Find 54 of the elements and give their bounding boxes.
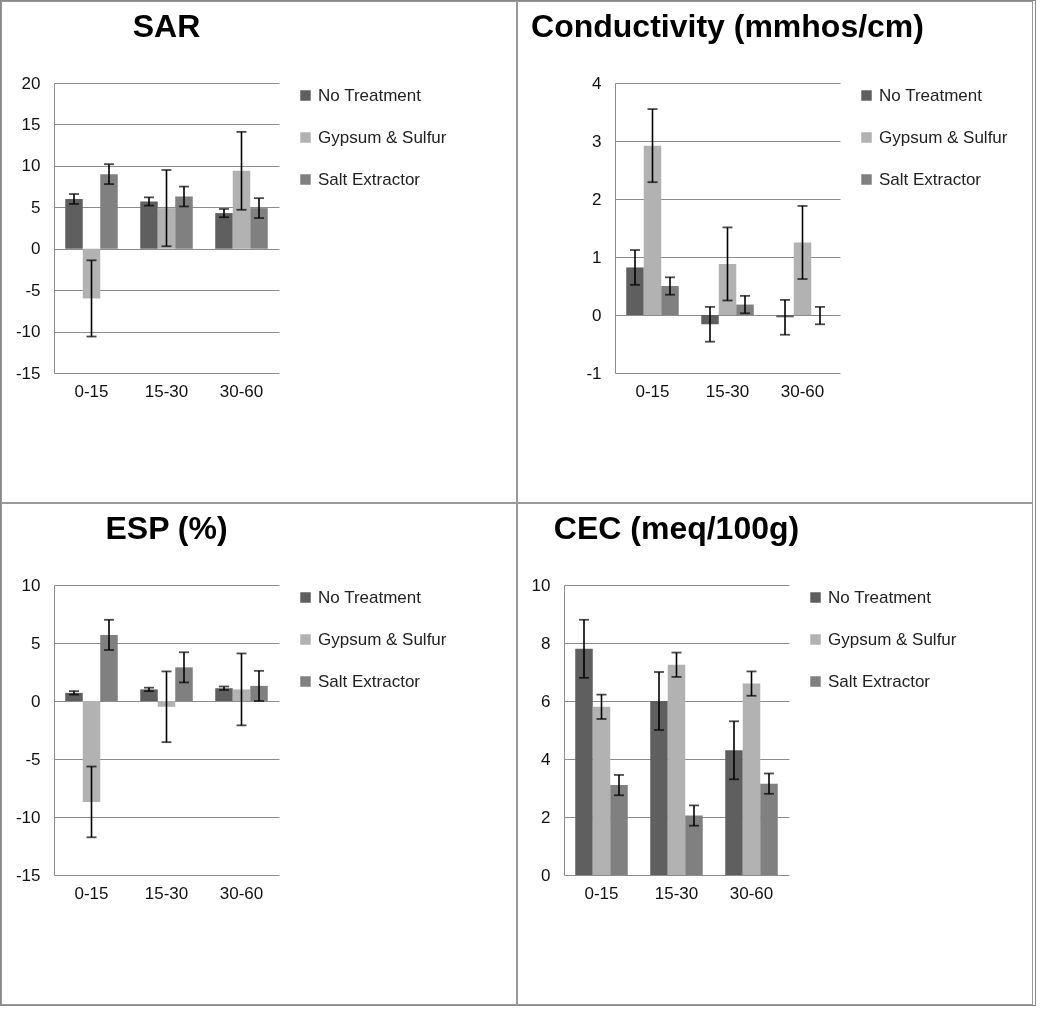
y-tick-label: 15 [21, 114, 41, 134]
legend-label: Salt Extractor [318, 671, 421, 691]
chart-title: SAR [132, 8, 201, 44]
y-tick-label: 2 [541, 807, 551, 827]
y-tick-label: 5 [31, 633, 41, 653]
y-tick-label: 8 [541, 633, 551, 653]
y-tick-label: 20 [21, 73, 41, 93]
legend-label: Gypsum & Sulfur [828, 629, 957, 649]
x-tick-label: 30-60 [219, 381, 264, 401]
y-tick-label: -5 [25, 749, 41, 769]
x-tick-label: 30-60 [780, 381, 825, 401]
y-tick-label: -10 [15, 322, 41, 342]
y-tick-label: 10 [531, 575, 551, 595]
y-tick-label: 4 [541, 749, 551, 769]
y-tick-label: -1 [586, 363, 602, 383]
chart-title: Conductivity (mmhos/cm) [531, 8, 924, 44]
y-tick-label: 10 [21, 575, 41, 595]
y-tick-label: 0 [31, 239, 41, 259]
chart-title: ESP (%) [105, 510, 228, 546]
y-tick-label: 2 [592, 189, 602, 209]
y-tick-label: 5 [31, 197, 41, 217]
y-tick-label: -15 [15, 865, 41, 885]
legend-label: Gypsum & Sulfur [879, 127, 1008, 147]
y-tick-label: -10 [15, 807, 41, 827]
x-tick-label: 0-15 [74, 381, 109, 401]
x-tick-label: 15-30 [144, 381, 189, 401]
x-tick-label: 30-60 [219, 883, 264, 903]
y-tick-label: 0 [541, 865, 551, 885]
y-tick-label: 10 [21, 156, 41, 176]
y-tick-label: 6 [541, 691, 551, 711]
legend-label: No Treatment [318, 587, 422, 607]
legend-label: No Treatment [879, 85, 983, 105]
x-tick-label: 15-30 [654, 883, 699, 903]
chart-title: CEC (meq/100g) [553, 510, 800, 546]
x-tick-label: 30-60 [729, 883, 774, 903]
y-tick-label: 0 [31, 691, 41, 711]
legend-label: Salt Extractor [828, 671, 931, 691]
legend-label: Gypsum & Sulfur [318, 127, 447, 147]
x-tick-label: 0-15 [584, 883, 619, 903]
y-tick-label: 3 [592, 131, 602, 151]
y-tick-label: 0 [592, 305, 602, 325]
y-tick-label: -15 [15, 363, 41, 383]
legend-label: No Treatment [318, 85, 422, 105]
x-tick-label: 15-30 [705, 381, 750, 401]
legend-label: Salt Extractor [318, 169, 421, 189]
x-tick-label: 0-15 [74, 883, 109, 903]
x-tick-label: 0-15 [635, 381, 670, 401]
y-tick-label: 4 [592, 73, 602, 93]
legend-label: No Treatment [828, 587, 932, 607]
legend-label: Salt Extractor [879, 169, 982, 189]
legend-label: Gypsum & Sulfur [318, 629, 447, 649]
x-tick-label: 15-30 [144, 883, 189, 903]
y-tick-label: 1 [592, 247, 602, 267]
y-tick-label: -5 [25, 280, 41, 300]
